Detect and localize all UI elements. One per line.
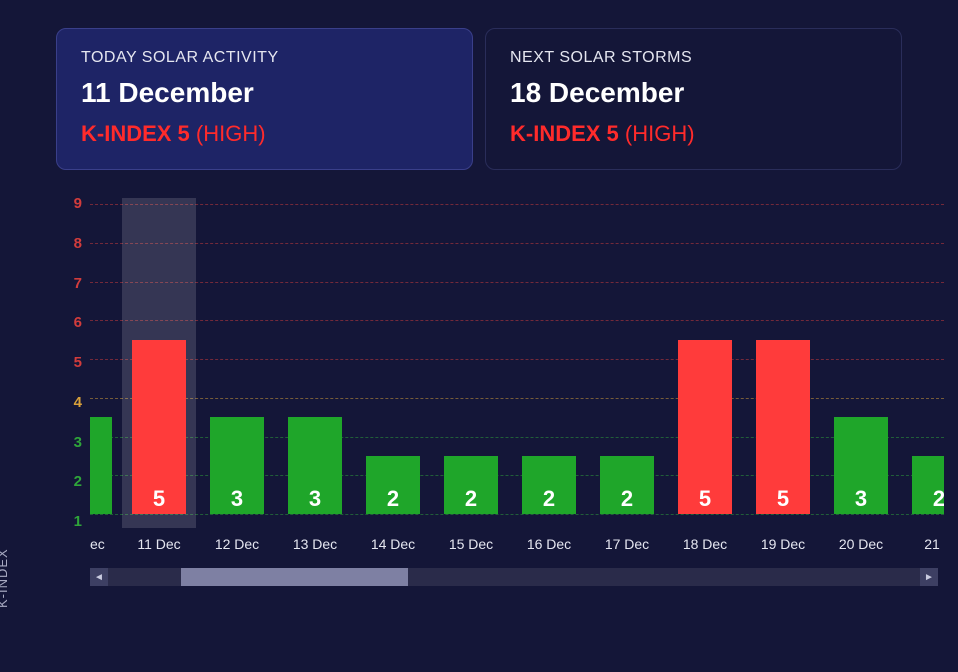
y-axis: 1 2 3 4 5 6 7 8 9 xyxy=(56,198,82,528)
x-tick-label: ec xyxy=(90,536,120,552)
scroll-track[interactable] xyxy=(108,568,920,586)
bar: 5 xyxy=(678,340,732,514)
card-kindex: K-INDEX 5 (HIGH) xyxy=(510,121,877,147)
summary-cards: TODAY SOLAR ACTIVITY 11 December K-INDEX… xyxy=(0,0,958,170)
card-today[interactable]: TODAY SOLAR ACTIVITY 11 December K-INDEX… xyxy=(56,28,473,170)
y-tick: 3 xyxy=(56,437,82,449)
x-tick-label: 11 Dec xyxy=(120,536,198,552)
bar: 3 xyxy=(834,417,888,514)
bar xyxy=(90,417,112,514)
x-tick-label: 17 Dec xyxy=(588,536,666,552)
bar-slot[interactable] xyxy=(90,198,120,528)
x-tick-label: 15 Dec xyxy=(432,536,510,552)
bar-slot[interactable]: 2 xyxy=(510,198,588,528)
bar-slot[interactable]: 2 xyxy=(588,198,666,528)
chart-scrollbar[interactable]: ◄ ► xyxy=(90,568,938,586)
bar-slot[interactable]: 3 xyxy=(276,198,354,528)
bar: 3 xyxy=(288,417,342,514)
y-tick: 6 xyxy=(56,317,82,329)
bar-slot[interactable]: 2 xyxy=(432,198,510,528)
card-next-storm[interactable]: NEXT SOLAR STORMS 18 December K-INDEX 5 … xyxy=(485,28,902,170)
card-title: TODAY SOLAR ACTIVITY xyxy=(81,49,448,67)
y-tick: 4 xyxy=(56,397,82,409)
scroll-right-button[interactable]: ► xyxy=(920,568,938,586)
x-axis: ec11 Dec12 Dec13 Dec14 Dec15 Dec16 Dec17… xyxy=(90,536,944,552)
y-tick: 7 xyxy=(56,278,82,290)
y-tick: 5 xyxy=(56,357,82,369)
card-date: 18 December xyxy=(510,77,877,109)
y-tick: 1 xyxy=(56,516,82,528)
x-tick-label: 21 D xyxy=(900,536,944,552)
card-kindex: K-INDEX 5 (HIGH) xyxy=(81,121,448,147)
bar: 3 xyxy=(210,417,264,514)
bar-slot[interactable]: 2 xyxy=(354,198,432,528)
x-tick-label: 14 Dec xyxy=(354,536,432,552)
bar: 2 xyxy=(522,456,576,514)
bar: 2 xyxy=(912,456,944,514)
x-tick-label: 20 Dec xyxy=(822,536,900,552)
bar: 2 xyxy=(366,456,420,514)
y-tick: 8 xyxy=(56,238,82,250)
y-axis-label: K-INDEX xyxy=(0,548,10,608)
card-title: NEXT SOLAR STORMS xyxy=(510,49,877,67)
y-tick: 9 xyxy=(56,198,82,210)
bar: 2 xyxy=(444,456,498,514)
bar: 2 xyxy=(600,456,654,514)
scroll-thumb[interactable] xyxy=(181,568,408,586)
bars-container[interactable]: 53322225532 xyxy=(90,198,944,528)
bar-slot[interactable]: 3 xyxy=(198,198,276,528)
card-date: 11 December xyxy=(81,77,448,109)
x-tick-label: 12 Dec xyxy=(198,536,276,552)
bar: 5 xyxy=(756,340,810,514)
plot-area: 53322225532 xyxy=(90,198,944,528)
x-tick-label: 19 Dec xyxy=(744,536,822,552)
x-tick-label: 18 Dec xyxy=(666,536,744,552)
y-tick: 2 xyxy=(56,476,82,488)
bar-slot[interactable]: 5 xyxy=(744,198,822,528)
bar-slot[interactable]: 5 xyxy=(120,198,198,528)
x-tick-label: 13 Dec xyxy=(276,536,354,552)
bar-slot[interactable]: 3 xyxy=(822,198,900,528)
kindex-chart: K-INDEX 123456789 53322225532 ec11 Dec12… xyxy=(56,198,944,628)
bar-slot[interactable]: 2 xyxy=(900,198,944,528)
scroll-left-button[interactable]: ◄ xyxy=(90,568,108,586)
bar: 5 xyxy=(132,340,186,514)
x-tick-label: 16 Dec xyxy=(510,536,588,552)
bar-slot[interactable]: 5 xyxy=(666,198,744,528)
